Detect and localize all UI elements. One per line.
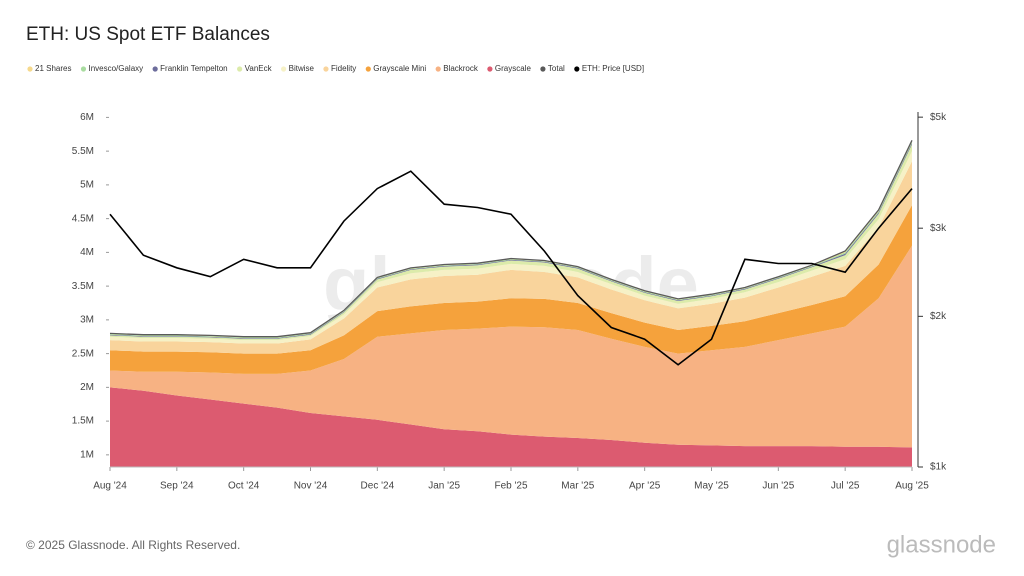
legend-swatch [487, 66, 493, 72]
chart-title: ETH: US Spot ETF Balances [26, 24, 270, 45]
line [109, 140, 913, 338]
area [110, 161, 912, 354]
y-tick-label: 5.5M [72, 146, 94, 157]
legend-swatch [27, 66, 33, 72]
x-tick-label: Apr '25 [629, 481, 661, 492]
legend-label: 21 Shares [35, 64, 71, 73]
legend-label: VanEck [245, 64, 273, 73]
y2-tick-label: $3k [930, 223, 947, 234]
y-tick-label: 1M [80, 449, 94, 460]
area [110, 387, 912, 467]
legend-label: Bitwise [289, 64, 315, 73]
legend-label: Total [548, 64, 565, 73]
x-tick-label: Nov '24 [294, 481, 328, 492]
legend-label: Fidelity [331, 64, 356, 73]
legend-swatch [237, 66, 243, 72]
legend-label: Grayscale [495, 64, 532, 73]
plot: 1M 1.5M 2M 2.5M 3M 3.5M 4M 4.5M 5M 5.5M 6M $1k $2k $3… [72, 112, 947, 492]
legend: 21 Shares Invesco/Galaxy Franklin Tempelto… [27, 64, 644, 73]
legend-swatch [80, 66, 87, 72]
footer: © 2025 Glassnode. All Rights Reserved. [26, 538, 240, 552]
y-tick-label: 2.5M [72, 348, 94, 359]
legend-label: Invesco/Galaxy [88, 64, 143, 73]
area [110, 245, 912, 448]
y-tick-label: 3.5M [72, 281, 94, 292]
legend-swatch [281, 66, 287, 72]
y-tick-label: 5M [80, 180, 94, 191]
y2-tick-label: $2k [930, 311, 947, 322]
legend-swatch [540, 66, 546, 72]
legend-label: Blackrock [443, 64, 479, 73]
brand: glassnode [887, 531, 996, 558]
y-tick-label: 4M [80, 247, 94, 258]
x-tick-label: Aug '25 [895, 481, 929, 492]
legend-swatch [435, 66, 441, 72]
x-tick-label: Jul '25 [831, 481, 860, 492]
x-tick-label: Mar '25 [561, 481, 594, 492]
x-tick-label: Aug '24 [93, 481, 127, 492]
legend-label: Franklin Tempelton [160, 64, 227, 73]
x-tick-label: Feb '25 [494, 481, 527, 492]
y-tick-label: 2M [80, 382, 94, 393]
line [109, 170, 913, 366]
x-tick-label: Dec '24 [361, 481, 395, 492]
legend-swatch [574, 66, 580, 72]
legend-swatch [323, 66, 329, 72]
area [110, 205, 912, 374]
y-tick-label: 3M [80, 315, 94, 326]
legend-label: ETH: Price [USD] [582, 64, 644, 73]
x-tick-label: May '25 [694, 481, 729, 492]
x-tick-label: Jun '25 [762, 481, 794, 492]
x-tick-label: Jan '25 [428, 481, 460, 492]
legend-label: Grayscale Mini [373, 64, 426, 73]
y2-tick-label: $5k [930, 112, 947, 123]
y-tick-label: 4.5M [72, 213, 94, 224]
x-tick-label: Oct '24 [228, 481, 260, 492]
y-tick-label: 1.5M [72, 416, 94, 427]
y-tick-label: 6M [80, 112, 94, 123]
legend-swatch [152, 66, 158, 72]
x-tick-label: Sep '24 [160, 481, 194, 492]
y2-tick-label: $1k [930, 462, 947, 473]
legend-swatch [365, 66, 371, 72]
